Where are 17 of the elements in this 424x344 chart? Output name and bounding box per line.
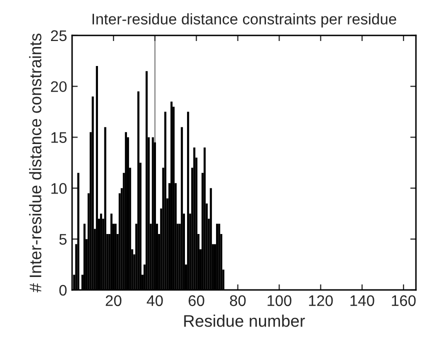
x-tick-label: 40 — [146, 295, 163, 306]
x-tick-label: 140 — [350, 295, 374, 306]
y-tick-label: 5 — [59, 234, 67, 245]
x-tick-label: 80 — [230, 295, 246, 306]
y-axis-title: # Inter-residue distance constraints — [29, 34, 42, 292]
chart-title: Inter-residue distance constraints per residue — [92, 13, 396, 28]
x-tick-label: 100 — [268, 295, 292, 306]
y-tick-label: 0 — [59, 284, 67, 296]
y-tick-label: 15 — [51, 132, 67, 143]
x-tick-label: 20 — [106, 295, 122, 306]
x-tick-label: 160 — [392, 295, 416, 306]
y-tick-label: 25 — [50, 30, 67, 42]
x-tick-label: 120 — [309, 295, 333, 306]
y-tick-label: 20 — [50, 81, 67, 92]
y-tick-label: 10 — [51, 183, 67, 194]
x-axis-title: Residue number — [184, 314, 305, 327]
x-tick-label: 60 — [188, 295, 204, 306]
